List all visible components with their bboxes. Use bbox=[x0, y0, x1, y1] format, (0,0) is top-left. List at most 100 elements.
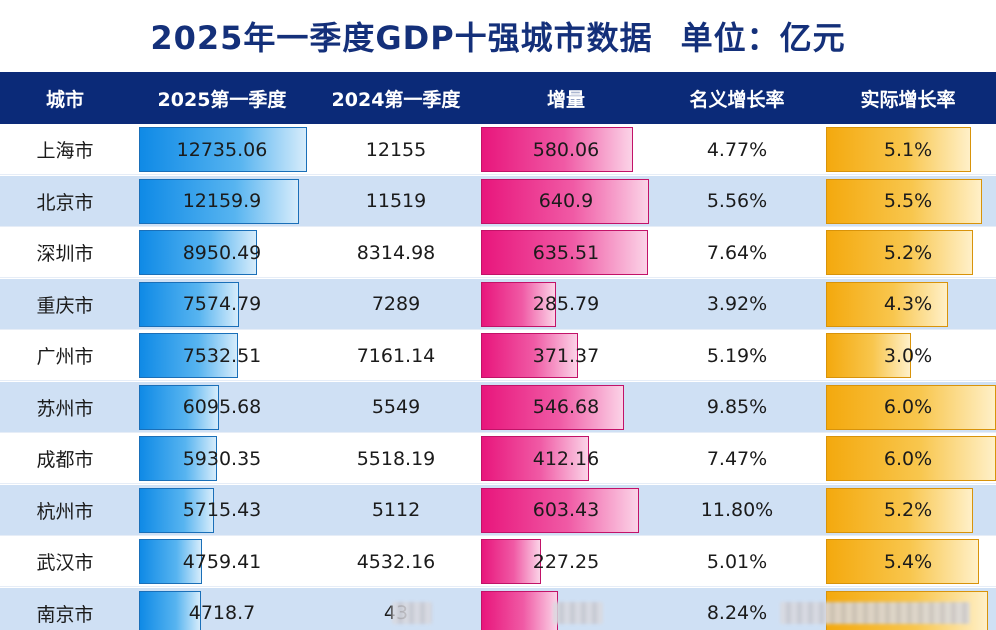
nominal-growth-cell: 3.92% bbox=[706, 293, 768, 315]
city-cell: 深圳市 bbox=[36, 243, 94, 265]
table-row: 上海市 12735.06 12155 580.06 4.77% 5.1% bbox=[0, 124, 996, 175]
gdp2025-cell: 7532.51 bbox=[182, 344, 262, 367]
increase-bar bbox=[481, 590, 558, 630]
increase-bar bbox=[481, 281, 556, 327]
city-cell: 武汉市 bbox=[36, 552, 94, 574]
title-text: 2025年一季度GDP十强城市数据 bbox=[150, 19, 653, 57]
real-growth-cell: 6.0% bbox=[883, 396, 933, 418]
nominal-growth-cell: 7.47% bbox=[706, 447, 768, 470]
city-cell: 上海市 bbox=[36, 140, 94, 162]
real-growth-cell: 4.3% bbox=[883, 293, 933, 315]
city-cell: 成都市 bbox=[36, 449, 94, 471]
real-growth-cell: 5.2% bbox=[883, 499, 933, 521]
header-2024q1: 2024第一季度 bbox=[331, 88, 461, 111]
real-growth-bar bbox=[826, 487, 973, 533]
increase-bar bbox=[481, 487, 639, 533]
increase-cell: 546.68 bbox=[532, 396, 600, 418]
gdp2025-bar bbox=[139, 590, 201, 630]
increase-cell: 412.16 bbox=[532, 447, 600, 470]
city-cell: 南京市 bbox=[36, 603, 94, 626]
real-growth-bar bbox=[826, 178, 982, 224]
increase-bar bbox=[481, 384, 624, 430]
real-growth-bar bbox=[826, 539, 979, 584]
gdp2024-cell: 7161.14 bbox=[356, 344, 436, 367]
gdp2025-cell: 12159.9 bbox=[182, 190, 262, 212]
increase-cell: 635.51 bbox=[532, 241, 600, 264]
table-row: 成都市 5930.35 5518.19 412.16 7.47% 6.0% bbox=[0, 433, 996, 484]
blurred-watermark bbox=[780, 601, 970, 624]
chart-title: 2025年一季度GDP十强城市数据 单位：亿元 bbox=[0, 0, 996, 72]
gdp2024-cell: 8314.98 bbox=[356, 241, 436, 264]
real-growth-cell: 5.4% bbox=[883, 550, 933, 573]
gdp2024-cell: 4532.16 bbox=[356, 550, 436, 573]
gdp2024-cell: 11519 bbox=[365, 190, 427, 212]
header-real-growth: 实际增长率 bbox=[860, 88, 956, 111]
header-increase: 增量 bbox=[546, 88, 585, 111]
gdp2025-bar bbox=[139, 230, 257, 275]
nominal-growth-cell: 4.77% bbox=[706, 138, 768, 161]
gdp2024-cell: 5112 bbox=[371, 499, 421, 521]
table-row: 北京市 12159.9 11519 640.9 5.56% 5.5% bbox=[0, 175, 996, 227]
city-cell: 杭州市 bbox=[36, 500, 94, 523]
increase-cell: 285.79 bbox=[532, 293, 600, 315]
city-cell: 广州市 bbox=[36, 346, 94, 368]
increase-bar bbox=[481, 178, 649, 224]
increase-cell: 580.06 bbox=[532, 138, 600, 161]
increase-bar bbox=[481, 333, 578, 378]
real-growth-bar bbox=[826, 127, 971, 172]
gdp2025-cell: 7574.79 bbox=[182, 293, 262, 315]
gdp2025-bar bbox=[139, 487, 214, 533]
nominal-growth-cell: 7.64% bbox=[706, 241, 768, 264]
real-growth-bar bbox=[826, 281, 948, 327]
header-nominal-growth: 名义增长率 bbox=[689, 88, 785, 111]
gdp2025-cell: 5715.43 bbox=[182, 499, 262, 521]
gdp2025-cell: 5930.35 bbox=[182, 447, 262, 470]
gdp2025-bar bbox=[139, 539, 202, 584]
table-row: 苏州市 6095.68 5549 546.68 9.85% 6.0% bbox=[0, 381, 996, 433]
gdp2025-cell: 8950.49 bbox=[182, 241, 262, 264]
gdp2025-bar bbox=[139, 281, 239, 327]
nominal-growth-cell: 5.56% bbox=[706, 190, 768, 212]
gdp2025-bar bbox=[139, 127, 307, 172]
gdp2025-bar bbox=[139, 384, 219, 430]
gdp2025-bar bbox=[139, 333, 238, 378]
nominal-growth-cell: 9.85% bbox=[706, 396, 768, 418]
gdp2025-cell: 4759.41 bbox=[182, 550, 262, 573]
real-growth-bar bbox=[826, 333, 911, 378]
gdp2025-cell: 4718.7 bbox=[188, 602, 256, 624]
real-growth-cell: 5.2% bbox=[883, 241, 933, 264]
gdp2024-cell: 7289 bbox=[371, 293, 421, 315]
increase-cell: 640.9 bbox=[538, 190, 594, 212]
city-cell: 北京市 bbox=[36, 191, 94, 214]
real-growth-cell: 6.0% bbox=[883, 447, 933, 470]
table-row: 广州市 7532.51 7161.14 371.37 5.19% 3.0% bbox=[0, 330, 996, 381]
nominal-growth-cell: 5.01% bbox=[706, 550, 768, 573]
blurred-watermark bbox=[553, 601, 603, 624]
header-city: 城市 bbox=[45, 88, 84, 111]
increase-bar bbox=[481, 539, 541, 584]
header-2025q1: 2025第一季度 bbox=[157, 88, 287, 111]
unit-label: 单位：亿元 bbox=[680, 19, 846, 57]
increase-cell: 227.25 bbox=[532, 550, 600, 573]
blurred-watermark bbox=[392, 601, 432, 624]
gdp2024-cell: 12155 bbox=[365, 138, 427, 161]
city-cell: 苏州市 bbox=[36, 397, 94, 420]
table-row: 杭州市 5715.43 5112 603.43 11.80% 5.2% bbox=[0, 484, 996, 536]
gdp2024-cell: 5518.19 bbox=[356, 447, 436, 470]
gdp2025-cell: 12735.06 bbox=[176, 138, 268, 161]
table-row: 武汉市 4759.41 4532.16 227.25 5.01% 5.4% bbox=[0, 536, 996, 587]
nominal-growth-cell: 5.19% bbox=[706, 344, 768, 367]
gdp2024-cell: 5549 bbox=[371, 396, 421, 418]
real-growth-cell: 5.5% bbox=[883, 190, 933, 212]
city-cell: 重庆市 bbox=[36, 294, 94, 317]
real-growth-bar bbox=[826, 436, 996, 481]
table-header: 城市 2025第一季度 2024第一季度 增量 名义增长率 实际增长率 bbox=[0, 72, 996, 124]
increase-bar bbox=[481, 127, 633, 172]
increase-bar bbox=[481, 230, 648, 275]
gdp2025-bar bbox=[139, 436, 217, 481]
nominal-growth-cell: 11.80% bbox=[700, 499, 774, 521]
real-growth-cell: 3.0% bbox=[883, 344, 933, 367]
nominal-growth-cell: 8.24% bbox=[706, 602, 768, 624]
gdp2025-bar bbox=[139, 178, 299, 224]
